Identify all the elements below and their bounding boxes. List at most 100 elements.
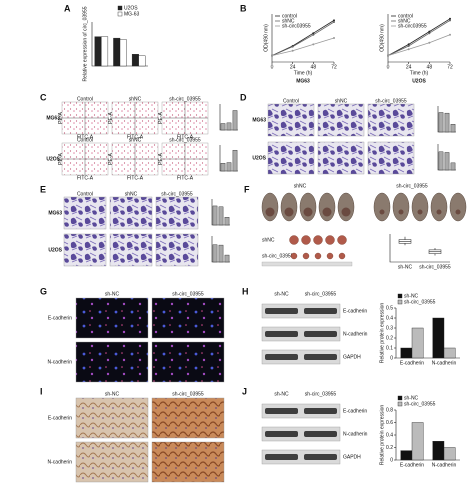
band bbox=[265, 408, 298, 414]
column-label: shNC bbox=[129, 96, 142, 102]
x-tick-label: 48 bbox=[311, 64, 317, 70]
legend-swatch bbox=[397, 401, 403, 407]
y-tick-label: 0.1 bbox=[386, 345, 393, 351]
mouse bbox=[373, 192, 391, 222]
legend-label: sh-circ_03955 bbox=[404, 299, 436, 305]
legend-label: MG-63 bbox=[124, 11, 140, 17]
photo bbox=[75, 297, 149, 339]
x-axis-label: Time (h) bbox=[410, 70, 429, 76]
panel-letter: E bbox=[40, 184, 46, 194]
mouse bbox=[449, 192, 467, 222]
excised-tumor bbox=[302, 252, 310, 260]
tumor bbox=[303, 207, 313, 217]
x-tick-label: 72 bbox=[331, 64, 337, 70]
axis bbox=[437, 106, 456, 133]
column-label: sh-NC bbox=[274, 291, 289, 297]
legend-label: sh-circ_03955 bbox=[404, 401, 436, 407]
panel-letter: J bbox=[242, 386, 247, 396]
bar bbox=[101, 36, 109, 67]
x-axis-label: FITC-A bbox=[127, 134, 144, 140]
x-axis-label: Time (h) bbox=[294, 70, 313, 76]
row-label: MG63 bbox=[48, 210, 62, 216]
x-axis-label: FITC-A bbox=[77, 175, 94, 181]
blot bbox=[261, 349, 341, 365]
column-label: Control bbox=[283, 98, 299, 104]
point bbox=[333, 21, 335, 23]
axis bbox=[219, 104, 238, 131]
bar bbox=[226, 122, 232, 131]
band bbox=[304, 431, 337, 437]
photo bbox=[367, 103, 415, 137]
band bbox=[304, 408, 337, 414]
tumor bbox=[322, 207, 332, 217]
mouse bbox=[318, 192, 336, 222]
axis bbox=[219, 145, 238, 172]
x-tick-label: 48 bbox=[427, 64, 433, 70]
point bbox=[449, 17, 451, 20]
column-label: sh-NC bbox=[274, 391, 289, 397]
panel-letter: A bbox=[64, 3, 71, 13]
excised-tumor bbox=[337, 235, 347, 245]
panel-letter: C bbox=[40, 92, 47, 102]
row-label: E-cadherin bbox=[48, 315, 72, 321]
legend-label: control bbox=[282, 13, 297, 19]
chart-title: U2OS bbox=[412, 78, 426, 84]
photo bbox=[367, 141, 415, 175]
photo bbox=[151, 441, 225, 483]
y-tick-label: 0.3 bbox=[386, 325, 393, 331]
mouse bbox=[280, 192, 298, 222]
bar bbox=[119, 39, 127, 67]
photo bbox=[267, 141, 315, 175]
bar bbox=[212, 205, 218, 226]
point bbox=[449, 33, 451, 36]
blot bbox=[261, 303, 341, 319]
x-tick-label: sh-circ_03955 bbox=[419, 264, 451, 270]
band bbox=[304, 331, 337, 337]
mouse bbox=[430, 192, 448, 222]
point bbox=[428, 32, 431, 35]
point bbox=[428, 30, 431, 33]
panel-letter: F bbox=[244, 184, 250, 194]
bar bbox=[232, 149, 238, 172]
point bbox=[291, 45, 294, 48]
row-label: N-cadherin bbox=[48, 359, 73, 365]
y-axis-label: OD(490 nm) bbox=[263, 24, 269, 52]
bar bbox=[432, 317, 445, 359]
legend-label: sh-NC bbox=[404, 395, 419, 401]
row-label: N-cadherin bbox=[343, 431, 368, 437]
legend-label: control bbox=[398, 13, 413, 19]
point bbox=[271, 54, 273, 57]
column-label: sh-circ_03955 bbox=[375, 98, 407, 104]
panel-letter: I bbox=[40, 386, 43, 396]
bar bbox=[443, 447, 456, 461]
photo bbox=[317, 103, 365, 137]
bar bbox=[450, 123, 456, 133]
y-tick-label: 0.2 bbox=[386, 335, 393, 341]
bar bbox=[450, 162, 456, 171]
row-label: E-cadherin bbox=[343, 308, 367, 314]
row-label: N-cadherin bbox=[343, 331, 368, 337]
y-tick-label: 0.2 bbox=[386, 445, 393, 451]
blot bbox=[261, 326, 341, 342]
y-tick-label: 0.4 bbox=[386, 432, 393, 438]
line bbox=[271, 37, 335, 56]
bar bbox=[131, 54, 139, 67]
bar bbox=[443, 347, 456, 359]
bar bbox=[232, 110, 238, 131]
point bbox=[387, 54, 389, 57]
panel-letter: B bbox=[240, 3, 247, 13]
y-tick-label: 0.4 bbox=[386, 315, 393, 321]
x-tick-label: E-cadherin bbox=[400, 360, 424, 366]
x-tick-label: 0 bbox=[271, 64, 274, 70]
point bbox=[312, 43, 315, 46]
x-axis-label: FITC-A bbox=[127, 175, 144, 181]
photo bbox=[155, 196, 199, 230]
column-label: shNC bbox=[129, 137, 142, 143]
band bbox=[265, 331, 298, 337]
row-label: GAPDH bbox=[343, 354, 361, 360]
tumor bbox=[436, 209, 442, 215]
excised-tumor bbox=[326, 252, 334, 260]
axis bbox=[389, 234, 450, 263]
legend-swatch bbox=[117, 11, 123, 17]
